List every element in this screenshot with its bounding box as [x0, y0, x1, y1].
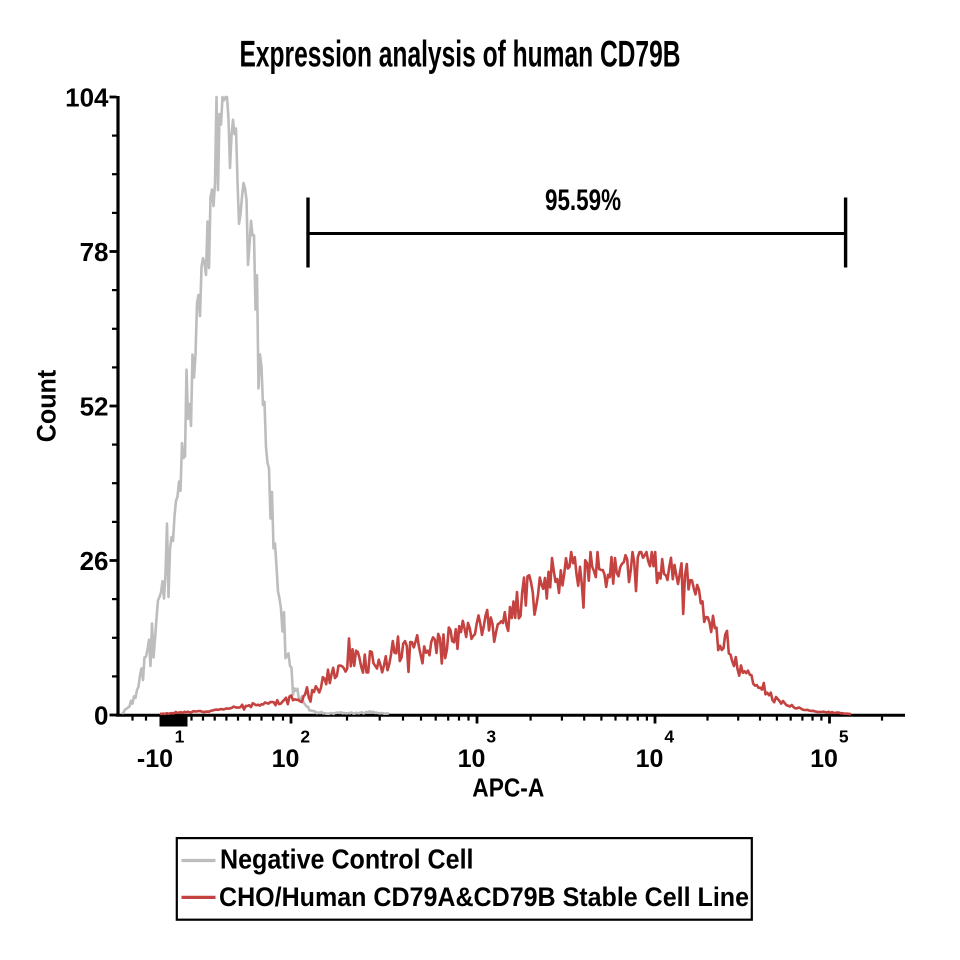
svg-text:Expression analysis of human C: Expression analysis of human CD79B: [240, 34, 681, 75]
svg-text:10: 10: [272, 745, 300, 773]
svg-text:10: 10: [636, 745, 664, 773]
svg-text:104: 104: [65, 83, 109, 113]
svg-text:52: 52: [80, 392, 109, 422]
svg-text:-10: -10: [137, 745, 173, 773]
svg-text:3: 3: [486, 727, 496, 747]
svg-text:1: 1: [175, 727, 185, 747]
svg-text:0: 0: [94, 701, 108, 731]
svg-text:APC-A: APC-A: [472, 772, 544, 802]
svg-text:95.59%: 95.59%: [545, 184, 621, 217]
svg-text:78: 78: [80, 237, 109, 267]
svg-text:2: 2: [300, 727, 310, 747]
svg-text:10: 10: [810, 745, 838, 773]
svg-text:5: 5: [839, 727, 849, 747]
svg-text:Negative Control Cell: Negative Control Cell: [220, 844, 474, 875]
svg-text:Count: Count: [32, 370, 62, 443]
svg-text:26: 26: [80, 546, 109, 576]
svg-text:CHO/Human CD79A&CD79B Stable C: CHO/Human CD79A&CD79B Stable Cell Line: [219, 882, 749, 912]
svg-text:4: 4: [664, 727, 674, 747]
svg-text:10: 10: [458, 745, 486, 773]
